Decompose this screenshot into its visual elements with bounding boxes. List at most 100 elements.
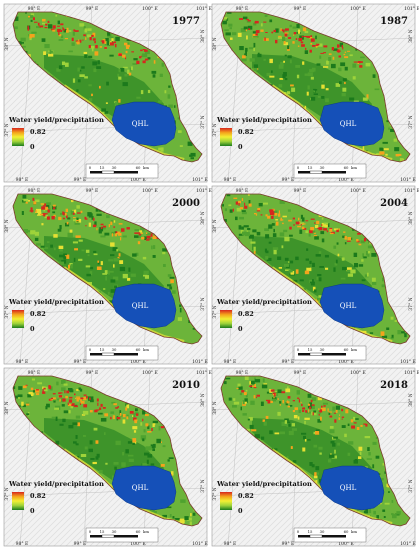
longitude-label-bottom: 99° E xyxy=(74,541,87,547)
longitude-label-bottom: 101° E xyxy=(192,359,208,365)
legend-title: Water yield/precipitation xyxy=(216,298,312,306)
longitude-label-bottom: 101° E xyxy=(400,359,416,365)
lake-label: QHL xyxy=(132,302,149,310)
year-label: 2000 xyxy=(172,198,200,209)
scale-bar-label: km xyxy=(351,165,357,170)
legend-title: Water yield/precipitation xyxy=(8,480,104,488)
scale-bar-label: 60 xyxy=(344,529,349,534)
latitude-label-right: 37° N xyxy=(200,115,206,128)
scale-bar-label: 30 xyxy=(112,347,117,352)
legend-min-label: 0 xyxy=(238,143,243,151)
scale-bar-label: km xyxy=(351,347,357,352)
legend-color-ramp xyxy=(220,310,232,328)
legend-min-label: 0 xyxy=(30,507,35,515)
scale-bar-label: 0 xyxy=(89,165,92,170)
longitude-label-bottom: 101° E xyxy=(192,541,208,547)
scale-bar: 0 15 30 60 km xyxy=(85,527,159,543)
longitude-label-bottom: 98° E xyxy=(16,177,29,183)
latitude-label-left: 37° N xyxy=(212,123,218,136)
map-panel-2010: QHL 2010 98° E 98° E 99° E 99° E 100° E 100° E 1… xyxy=(3,367,212,547)
longitude-label-top: 101° E xyxy=(196,188,212,194)
legend-min-label: 0 xyxy=(238,507,243,515)
longitude-label-bottom: 100° E xyxy=(338,359,354,365)
longitude-label-bottom: 99° E xyxy=(74,177,87,183)
scale-bar-label: 60 xyxy=(136,529,141,534)
latitude-label-left: 38° N xyxy=(212,37,218,50)
scale-bar-label: 60 xyxy=(344,165,349,170)
latitude-label-left: 37° N xyxy=(212,305,218,318)
scale-bar-label: 30 xyxy=(320,347,325,352)
scale-bar-label: 0 xyxy=(297,165,300,170)
scale-bar-label: 60 xyxy=(136,165,141,170)
scale-bar-label: km xyxy=(143,165,149,170)
qinghai-lake xyxy=(111,465,177,511)
scale-bar-label: km xyxy=(351,529,357,534)
longitude-label-bottom: 99° E xyxy=(74,359,87,365)
legend-title: Water yield/precipitation xyxy=(8,298,104,306)
scale-bar-label: 60 xyxy=(136,347,141,352)
longitude-label-top: 101° E xyxy=(404,188,419,194)
scale-bar-label: km xyxy=(143,347,149,352)
latitude-label-left: 37° N xyxy=(4,487,10,500)
legend-color-ramp xyxy=(12,128,24,146)
longitude-label-bottom: 98° E xyxy=(16,541,29,547)
scale-bar-label: 15 xyxy=(308,529,313,534)
longitude-label-top: 99° E xyxy=(294,188,307,194)
legend-color-ramp xyxy=(12,310,24,328)
legend: Water yield/precipitation 0.82 0 xyxy=(216,298,312,333)
map-panel-1977: QHL 1977 98° E 98° E 99° E 99° E 100° E 100° E 1… xyxy=(3,3,212,183)
scale-bar-label: 0 xyxy=(297,347,300,352)
legend-min-label: 0 xyxy=(238,325,243,333)
longitude-label-top: 99° E xyxy=(294,370,307,376)
longitude-label-top: 99° E xyxy=(86,370,99,376)
year-label: 1987 xyxy=(380,16,408,27)
latitude-label-right: 38° N xyxy=(408,29,414,42)
latitude-label-left: 38° N xyxy=(4,401,10,414)
year-label: 2018 xyxy=(380,380,408,391)
latitude-label-left: 38° N xyxy=(4,37,10,50)
latitude-label-left: 38° N xyxy=(212,219,218,232)
map-panel-2000: QHL 2000 98° E 98° E 99° E 99° E 100° E 100° E 1… xyxy=(3,185,212,365)
longitude-label-top: 98° E xyxy=(28,6,41,12)
legend-color-ramp xyxy=(220,492,232,510)
map-panel-2018: QHL 2018 98° E 98° E 99° E 99° E 100° E 100° E 1… xyxy=(211,367,419,547)
longitude-label-bottom: 100° E xyxy=(130,359,146,365)
longitude-label-top: 100° E xyxy=(142,6,158,12)
latitude-label-left: 37° N xyxy=(4,123,10,136)
longitude-label-top: 100° E xyxy=(350,188,366,194)
basin-boundary xyxy=(220,193,411,345)
legend-color-ramp xyxy=(12,492,24,510)
latitude-label-right: 37° N xyxy=(200,479,206,492)
qinghai-lake xyxy=(319,283,385,329)
legend-max-label: 0.82 xyxy=(238,310,254,318)
qinghai-lake xyxy=(111,101,177,147)
scale-bar-label: 30 xyxy=(112,165,117,170)
longitude-label-bottom: 98° E xyxy=(224,541,237,547)
year-label: 1977 xyxy=(172,16,200,27)
map-panel-2004: QHL 2004 98° E 98° E 99° E 99° E 100° E 100° E 1… xyxy=(211,185,419,365)
latitude-label-right: 38° N xyxy=(200,393,206,406)
longitude-label-bottom: 99° E xyxy=(282,541,295,547)
scale-bar-label: 0 xyxy=(89,347,92,352)
legend-max-label: 0.82 xyxy=(30,310,46,318)
longitude-label-bottom: 98° E xyxy=(16,359,29,365)
longitude-label-bottom: 98° E xyxy=(224,177,237,183)
longitude-label-bottom: 101° E xyxy=(400,177,416,183)
lake-label: QHL xyxy=(132,120,149,128)
qinghai-lake xyxy=(319,465,385,511)
legend-min-label: 0 xyxy=(30,143,35,151)
longitude-label-top: 99° E xyxy=(294,6,307,12)
latitude-label-left: 38° N xyxy=(4,219,10,232)
legend-max-label: 0.82 xyxy=(30,128,46,136)
lake-label: QHL xyxy=(340,302,357,310)
scale-bar-label: 15 xyxy=(100,347,105,352)
scale-bar-label: 15 xyxy=(308,165,313,170)
legend: Water yield/precipitation 0.82 0 xyxy=(8,116,104,151)
lake-label: QHL xyxy=(132,484,149,492)
longitude-label-top: 98° E xyxy=(236,6,249,12)
scale-bar-label: 0 xyxy=(89,529,92,534)
longitude-label-top: 98° E xyxy=(236,188,249,194)
longitude-label-bottom: 100° E xyxy=(130,541,146,547)
longitude-label-top: 101° E xyxy=(196,6,212,12)
